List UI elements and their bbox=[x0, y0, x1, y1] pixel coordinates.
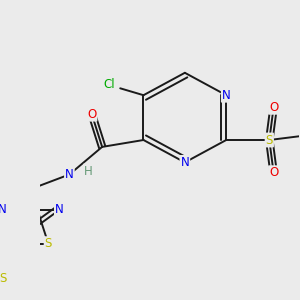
Text: S: S bbox=[45, 237, 52, 250]
Text: Cl: Cl bbox=[103, 78, 115, 92]
Text: S: S bbox=[0, 272, 6, 285]
Text: H: H bbox=[84, 164, 93, 178]
Text: O: O bbox=[269, 166, 278, 179]
Text: N: N bbox=[181, 156, 189, 169]
Text: S: S bbox=[266, 134, 273, 146]
Text: N: N bbox=[222, 89, 231, 102]
Text: N: N bbox=[65, 168, 74, 181]
Text: O: O bbox=[87, 108, 96, 121]
Text: O: O bbox=[269, 101, 278, 114]
Text: N: N bbox=[0, 203, 6, 217]
Text: N: N bbox=[55, 203, 64, 217]
